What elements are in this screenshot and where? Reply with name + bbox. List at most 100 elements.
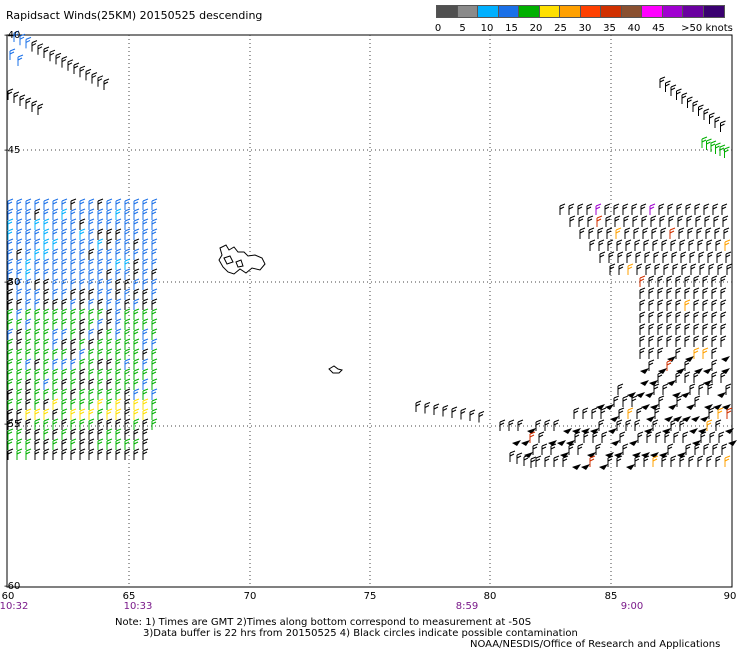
wind-barb <box>693 347 700 359</box>
wind-barb <box>124 338 131 350</box>
wind-barb <box>694 395 701 407</box>
wind-barb <box>124 428 131 440</box>
wind-barb <box>711 359 718 371</box>
wind-barb <box>34 398 41 410</box>
wind-barb <box>725 383 732 395</box>
wind-barb <box>714 116 721 128</box>
wind-barb <box>587 215 594 227</box>
wind-barb <box>604 203 611 215</box>
wind-barb <box>648 359 655 371</box>
wind-barb <box>79 368 86 380</box>
wind-barb <box>478 411 485 423</box>
wind-barb <box>43 288 50 300</box>
wind-barb <box>717 263 724 275</box>
wind-barb <box>115 318 122 330</box>
wind-barb <box>599 464 608 470</box>
wind-barb <box>124 448 131 460</box>
wind-barb <box>43 438 50 450</box>
legend-label: 10 <box>480 23 494 34</box>
wind-barb <box>711 323 718 335</box>
wind-barb <box>607 239 614 251</box>
time-label: 9:00 <box>620 601 644 612</box>
wind-barb <box>70 278 77 290</box>
wind-barb <box>7 438 14 450</box>
wind-barb <box>682 431 689 443</box>
wind-barb <box>61 398 68 410</box>
wind-barb <box>79 268 86 280</box>
wind-barb <box>702 275 709 287</box>
wind-barb <box>708 263 715 275</box>
wind-barb <box>61 298 68 310</box>
wind-barb <box>16 278 23 290</box>
wind-barb <box>97 318 104 330</box>
wind-barb <box>43 208 50 220</box>
wind-barb <box>7 428 14 440</box>
wind-barb <box>61 448 68 460</box>
wind-barb <box>622 395 629 407</box>
wind-barb <box>685 356 694 362</box>
wind-barb <box>34 268 41 280</box>
wind-barb <box>43 248 50 260</box>
wind-barb <box>614 215 621 227</box>
wind-barb <box>433 403 440 415</box>
wind-barb <box>661 455 668 467</box>
wind-barb <box>70 448 77 460</box>
wind-barb <box>684 287 691 299</box>
wind-barb <box>16 268 23 280</box>
wind-barb <box>61 388 68 400</box>
wind-barb <box>9 48 16 60</box>
wind-barb <box>79 418 86 430</box>
wind-barb <box>668 404 677 410</box>
wind-barb <box>70 328 77 340</box>
wind-barb <box>52 228 59 240</box>
wind-barb <box>133 408 140 420</box>
wind-barb <box>568 203 575 215</box>
wind-barb <box>669 227 676 239</box>
wind-barb <box>666 287 673 299</box>
wind-barb <box>70 268 77 280</box>
wind-barb <box>151 248 158 260</box>
wind-barb <box>70 398 77 410</box>
kerguelen-island <box>218 244 266 275</box>
wind-barb <box>577 443 584 455</box>
wind-barb <box>681 392 690 398</box>
wind-barb <box>106 278 113 290</box>
wind-barb <box>61 308 68 320</box>
wind-barb <box>52 358 59 370</box>
wind-barb <box>7 248 14 260</box>
wind-barb <box>25 428 32 440</box>
wind-barb <box>106 418 113 430</box>
wind-barb <box>34 408 41 420</box>
wind-barb <box>115 358 122 370</box>
legend-label: 30 <box>578 23 592 34</box>
wind-barb <box>16 328 23 340</box>
wind-barb <box>648 335 655 347</box>
wind-barb <box>133 328 140 340</box>
wind-barb <box>716 251 723 263</box>
wind-barb <box>657 335 664 347</box>
wind-barb <box>618 263 625 275</box>
wind-barb <box>88 428 95 440</box>
wind-barb <box>662 383 669 395</box>
wind-barb <box>124 298 131 310</box>
wind-barb <box>605 404 614 410</box>
wind-barb <box>124 368 131 380</box>
wind-barb <box>133 418 140 430</box>
wind-barb <box>646 431 653 443</box>
wind-barb <box>649 380 658 386</box>
wind-barb <box>88 278 95 290</box>
wind-barb <box>61 208 68 220</box>
wind-barb <box>25 348 32 360</box>
wind-barb <box>79 408 86 420</box>
wind-barb <box>7 198 14 210</box>
wind-barb <box>720 323 727 335</box>
wind-barb <box>25 308 32 320</box>
wind-barb <box>88 418 95 430</box>
wind-barb <box>469 409 476 421</box>
wind-barb <box>106 338 113 350</box>
wind-barb <box>617 251 624 263</box>
wind-barb <box>43 268 50 280</box>
wind-barb <box>535 455 542 467</box>
wind-barb <box>648 287 655 299</box>
wind-barb <box>79 428 86 440</box>
